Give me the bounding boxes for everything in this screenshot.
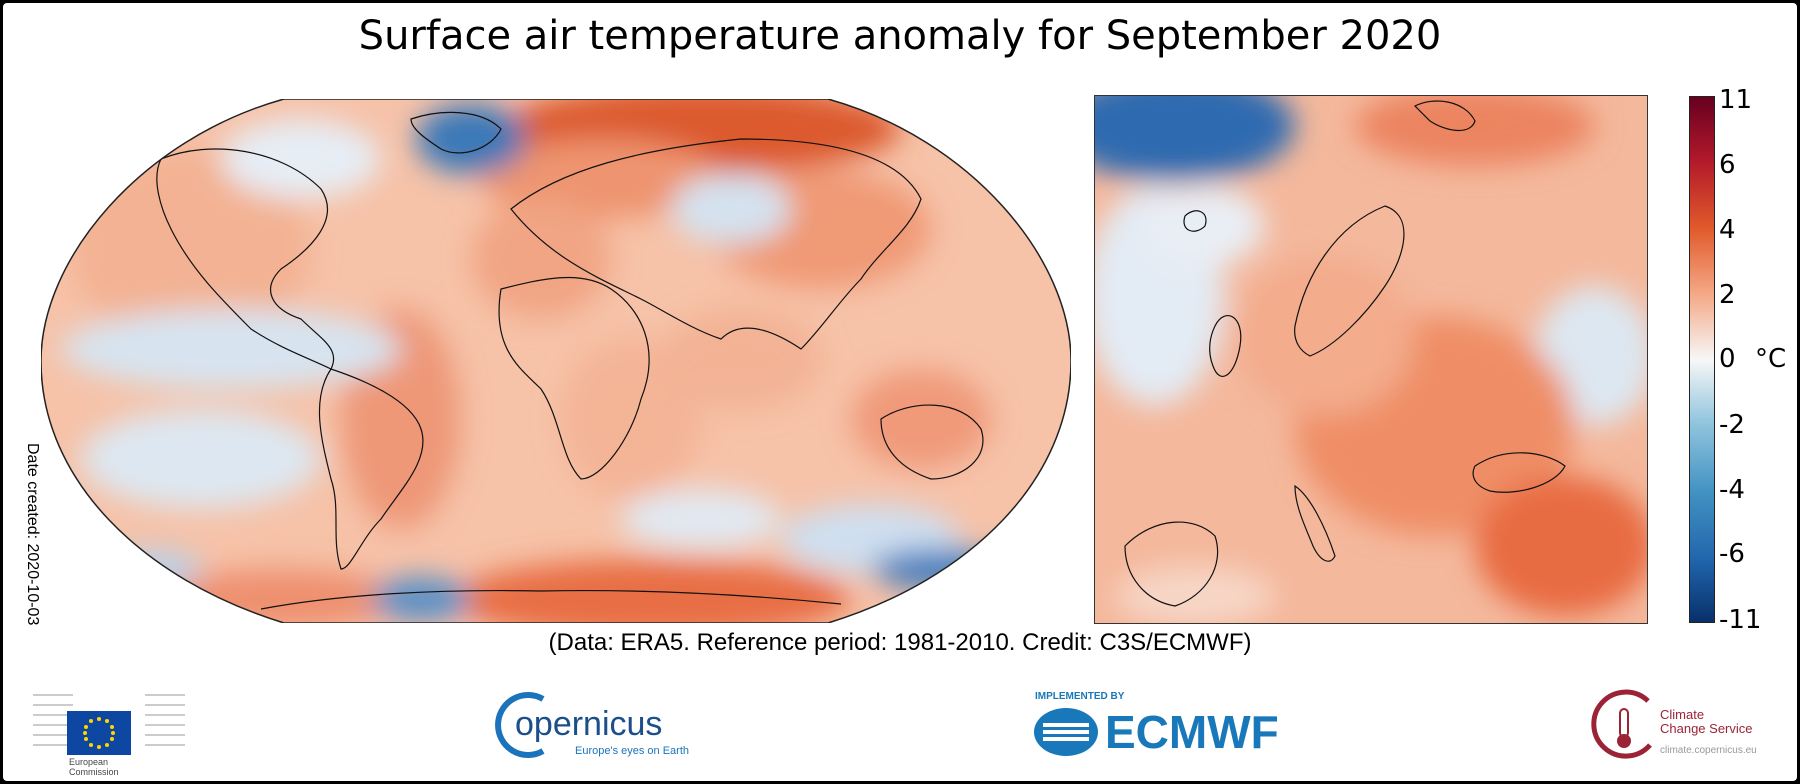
- colorbar-tick-label: -6: [1719, 539, 1745, 569]
- colorbar-tick-label: 2: [1719, 280, 1736, 310]
- ec-building-icon: [33, 694, 185, 755]
- colorbar-tick-label: -2: [1719, 410, 1745, 440]
- copernicus-name: opernicus: [515, 705, 663, 743]
- ecmwf-implemented-by: IMPLEMENTED BY: [1035, 691, 1125, 702]
- data-credit: (Data: ERA5. Reference period: 1981-2010…: [548, 629, 1252, 656]
- world-anomaly-map: [41, 99, 1071, 623]
- c3s-logo: Climate Change Service climate.copernicu…: [1588, 687, 1778, 763]
- ecmwf-symbol-icon: [1034, 708, 1098, 756]
- date-created: Date created: 2020-10-03: [24, 443, 41, 626]
- european-commission-logo: European Commission: [33, 685, 185, 781]
- colorbar-tick-label: 6: [1719, 150, 1736, 180]
- ecmwf-name: ECMWF: [1105, 706, 1279, 758]
- ec-label-line1: European: [69, 757, 109, 767]
- figure-frame: Surface air temperature anomaly for Sept…: [3, 3, 1797, 781]
- copernicus-arc-icon: [495, 692, 545, 758]
- colorbar-unit: °C: [1755, 344, 1787, 374]
- colorbar-tick-label: -4: [1719, 475, 1745, 505]
- ec-label-line2: Commission: [69, 767, 119, 777]
- copernicus-logo: opernicus Europe's eyes on Earth: [493, 687, 708, 763]
- colorbar-tick-label: 11: [1719, 85, 1753, 115]
- europe-anomaly-map: [1094, 95, 1648, 624]
- colorbar-tick-label: 4: [1719, 215, 1736, 245]
- figure-title: Surface air temperature anomaly for Sept…: [358, 13, 1442, 59]
- colorbar: [1689, 96, 1715, 623]
- copernicus-tagline: Europe's eyes on Earth: [575, 745, 690, 757]
- colorbar-tick-label: 0: [1719, 344, 1736, 374]
- colorbar-tick-label: -11: [1719, 605, 1762, 635]
- thermometer-icon: [1591, 689, 1652, 759]
- ecmwf-logo: IMPLEMENTED BY ECMWF: [1033, 691, 1303, 759]
- c3s-line1: Climate: [1660, 707, 1705, 722]
- c3s-line3: climate.copernicus.eu: [1660, 745, 1757, 756]
- c3s-line2: Change Service: [1660, 721, 1753, 736]
